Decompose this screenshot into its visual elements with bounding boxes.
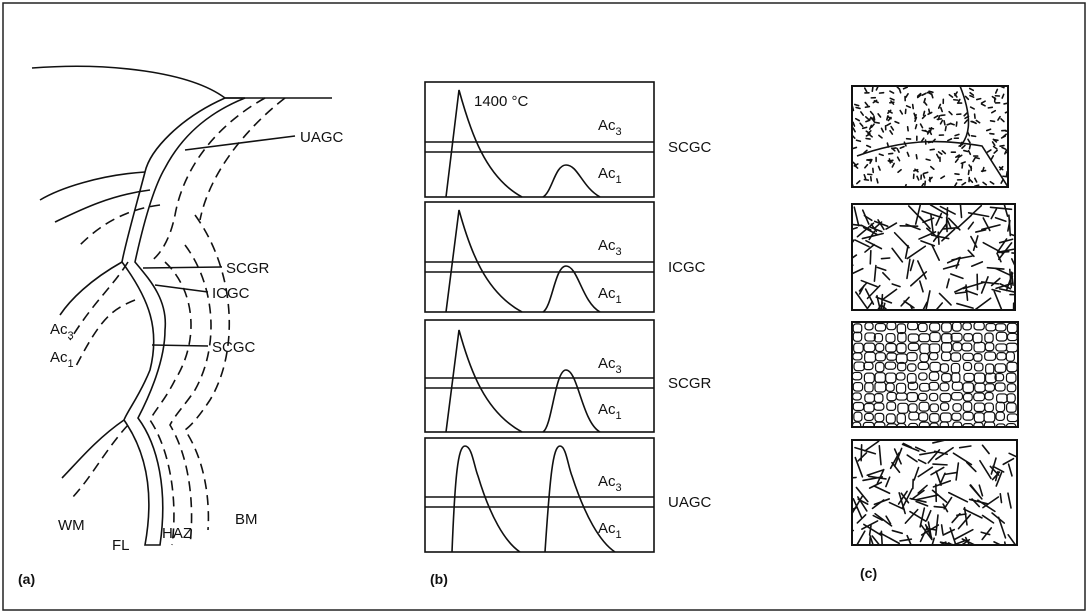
region-label: WM xyxy=(58,517,85,534)
lath xyxy=(916,155,917,159)
lath xyxy=(867,160,871,161)
leader xyxy=(143,267,222,268)
zone-label: UAGC xyxy=(300,129,344,146)
lath xyxy=(875,122,879,123)
lath xyxy=(924,172,928,173)
lath xyxy=(853,147,857,148)
ac-base: Ac xyxy=(598,520,616,537)
ac-sub: 3 xyxy=(616,126,622,138)
zone-label: SCGR xyxy=(668,375,712,392)
lath xyxy=(929,109,930,113)
panel-label: (a) xyxy=(18,571,35,587)
zone-label: ICGC xyxy=(668,259,706,276)
zone-label: ICGC xyxy=(212,285,250,302)
lath xyxy=(866,138,870,139)
lath xyxy=(990,134,994,135)
lath xyxy=(932,94,933,98)
lath xyxy=(916,125,917,129)
lath xyxy=(972,136,976,137)
ac-sub: 1 xyxy=(616,410,622,422)
ac-sub: 1 xyxy=(616,174,622,186)
region-label: FL xyxy=(112,537,130,554)
lath xyxy=(881,258,889,259)
lath xyxy=(892,148,896,149)
lath xyxy=(1000,146,1004,147)
ac-base: Ac xyxy=(598,117,616,134)
ac-sub: 1 xyxy=(68,358,74,370)
ac-sub: 3 xyxy=(68,330,74,342)
panel-label: (c) xyxy=(860,565,877,581)
lath xyxy=(889,159,890,163)
lath xyxy=(977,99,981,100)
lath xyxy=(870,251,871,264)
ac-base: Ac xyxy=(598,237,616,254)
lath xyxy=(975,185,979,186)
lath xyxy=(908,127,909,131)
lath xyxy=(938,232,939,244)
zone-label: SCGC xyxy=(212,339,256,356)
region-label: HAZ xyxy=(162,525,192,542)
lath xyxy=(864,180,868,181)
lath xyxy=(881,531,882,545)
ac-sub: 1 xyxy=(616,294,622,306)
ac-base: Ac xyxy=(598,355,616,372)
lath xyxy=(930,149,934,150)
lath xyxy=(872,87,873,91)
zone-label: SCGR xyxy=(226,260,270,277)
region-label: BM xyxy=(235,511,258,528)
lath xyxy=(968,170,969,174)
ac-base: Ac xyxy=(50,349,68,366)
ac-sub: 3 xyxy=(616,246,622,258)
ac-base: Ac xyxy=(598,473,616,490)
ac-base: Ac xyxy=(50,321,68,338)
lath xyxy=(960,204,961,217)
lath xyxy=(933,464,947,465)
figure: UAGC SCGR ICGC SCGC Ac3 Ac1 WM FL HAZ BM… xyxy=(0,0,1088,613)
lath xyxy=(975,157,979,158)
lath xyxy=(865,107,869,108)
lath xyxy=(913,105,914,109)
lath xyxy=(944,121,945,125)
lath xyxy=(934,507,944,508)
leader xyxy=(152,345,208,346)
lath xyxy=(924,111,925,115)
lath xyxy=(964,151,968,152)
lath xyxy=(874,116,875,120)
zone-label: UAGC xyxy=(668,494,712,511)
ac-sub: 3 xyxy=(616,364,622,376)
lath xyxy=(988,107,992,108)
peak-temperature: 1400 °C xyxy=(474,93,529,110)
ac-sub: 3 xyxy=(616,482,622,494)
lath xyxy=(999,252,1009,253)
ac-base: Ac xyxy=(598,285,616,302)
lath xyxy=(991,121,995,122)
zone-label: SCGC xyxy=(668,139,712,156)
ac-sub: 1 xyxy=(616,529,622,541)
panel-label: (b) xyxy=(430,571,448,587)
lath xyxy=(927,92,931,93)
lath xyxy=(863,127,867,128)
lath xyxy=(945,127,946,131)
ac-base: Ac xyxy=(598,401,616,418)
lath xyxy=(857,140,861,141)
lath xyxy=(856,107,860,108)
lath xyxy=(853,225,861,226)
lath xyxy=(926,159,930,160)
ac-base: Ac xyxy=(598,165,616,182)
lath xyxy=(969,145,970,149)
lath xyxy=(877,179,878,183)
lath xyxy=(994,140,998,141)
